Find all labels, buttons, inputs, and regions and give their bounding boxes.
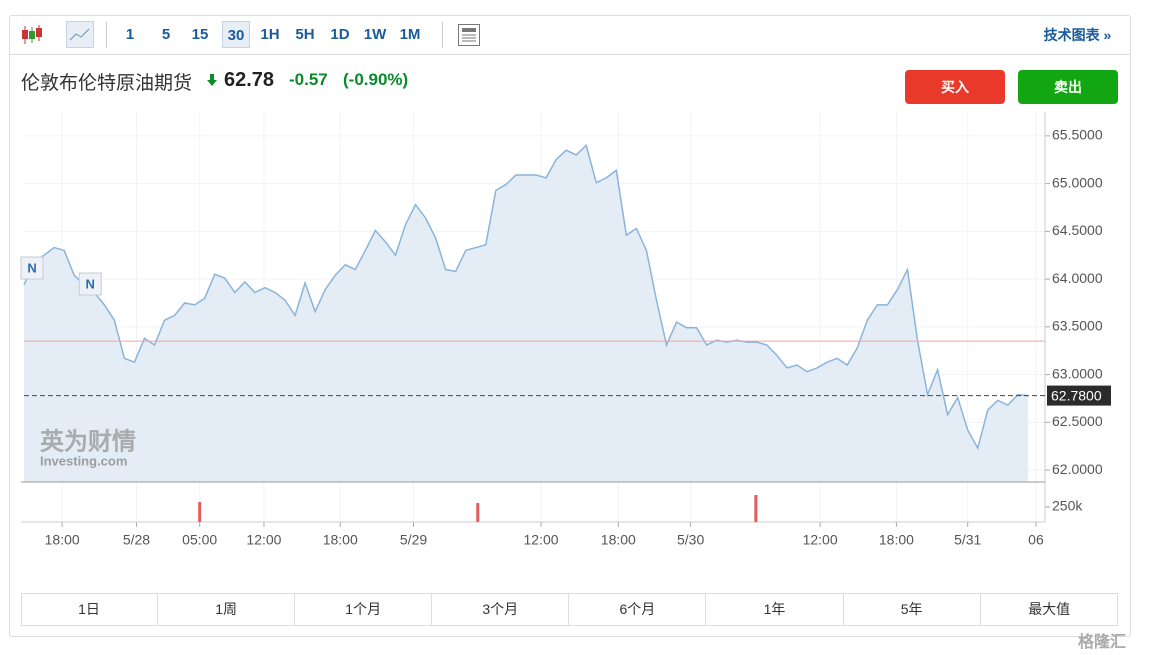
x-tick-label: 5/28 [123, 532, 150, 548]
toolbar-separator [442, 22, 443, 48]
x-tick-label: 05:00 [182, 532, 217, 548]
range-tab[interactable]: 5年 [844, 593, 981, 626]
logo-cn: 英为财情 [40, 428, 136, 455]
news-marker [78, 272, 102, 296]
change-percent: (-0.90%) [343, 70, 409, 89]
range-tab[interactable]: 1周 [158, 593, 296, 626]
interval-button[interactable]: 1W [363, 26, 387, 43]
layout-icon[interactable] [457, 23, 481, 47]
instrument-name: 伦敦布伦特原油期货 [21, 73, 193, 94]
last-price-box [1047, 385, 1111, 406]
volume-tick-label: 250k [1052, 498, 1083, 514]
news-marker [20, 256, 44, 280]
x-tick-label: 18:00 [601, 532, 636, 548]
y-tick-label: 62.5000 [1052, 413, 1103, 429]
x-tick-label: 18:00 [879, 532, 914, 548]
y-tick-label: 65.5000 [1052, 127, 1103, 143]
x-tick-label: 5/30 [677, 532, 704, 548]
x-tick-label: 5/29 [400, 532, 427, 548]
range-tab[interactable]: 最大值 [1028, 601, 1071, 617]
interval-button[interactable]: 1H [260, 26, 280, 43]
last-price-label: 62.7800 [1051, 387, 1102, 403]
volume-bar [476, 502, 480, 522]
interval-button[interactable]: 1D [330, 26, 350, 43]
watermark: 格隆汇 [1078, 634, 1127, 651]
x-tick-label: 12:00 [246, 532, 281, 548]
y-tick-label: 63.0000 [1052, 365, 1103, 381]
x-tick-label: 12:00 [803, 532, 838, 548]
interval-button[interactable]: 1M [399, 26, 421, 43]
x-tick-label: 18:00 [45, 532, 80, 548]
interval-button[interactable]: 5 [161, 26, 171, 43]
widget-frame [9, 15, 1131, 637]
news-marker-label: N [86, 276, 95, 291]
range-tab[interactable]: 1年 [707, 593, 844, 626]
interval-button[interactable]: 15 [191, 26, 209, 43]
interval-button[interactable]: 30 [222, 21, 250, 48]
candle-icon[interactable] [20, 24, 44, 46]
sell-button[interactable]: 卖出 [1018, 70, 1118, 104]
x-tick-label: 06 [1028, 532, 1044, 548]
y-tick-label: 65.0000 [1052, 174, 1103, 190]
x-tick-label: 5/31 [954, 532, 981, 548]
line-icon[interactable] [66, 21, 94, 48]
tech-chart-link[interactable]: 技术图表 » [1043, 27, 1112, 43]
y-tick-label: 63.5000 [1052, 318, 1103, 334]
interval-button[interactable]: 5H [295, 26, 315, 43]
logo-en: Investing.com [40, 453, 127, 468]
buy-button[interactable]: 买入 [905, 70, 1005, 104]
price-line [23, 144, 1029, 451]
change: -0.57 [289, 70, 328, 89]
range-tab[interactable]: 1日 [21, 593, 158, 626]
x-tick-label: 18:00 [323, 532, 358, 548]
news-marker-label: N [27, 260, 36, 275]
x-tick-label: 12:00 [524, 532, 559, 548]
range-tabs [21, 593, 1118, 626]
y-tick-label: 62.0000 [1052, 461, 1103, 477]
toolbar-divider [9, 54, 1131, 55]
range-tab[interactable]: 6个月 [569, 593, 707, 626]
range-tab[interactable]: 1个月 [295, 593, 433, 626]
chart: 18:00 5/28 05:00 12:00 18:00 5/29 12:00 18:00 5/… [20, 112, 1111, 548]
range-tab[interactable]: 3个月 [432, 593, 570, 626]
y-tick-label: 64.5000 [1052, 222, 1103, 238]
price-area [24, 145, 1028, 482]
toolbar-separator [106, 22, 107, 48]
y-tick-label: 64.0000 [1052, 270, 1103, 286]
price: 62.78 [224, 69, 275, 91]
volume-bar [198, 502, 202, 522]
down-arrow [207, 74, 217, 86]
interval-button[interactable]: 1 [125, 26, 135, 43]
volume-bar [754, 495, 758, 522]
